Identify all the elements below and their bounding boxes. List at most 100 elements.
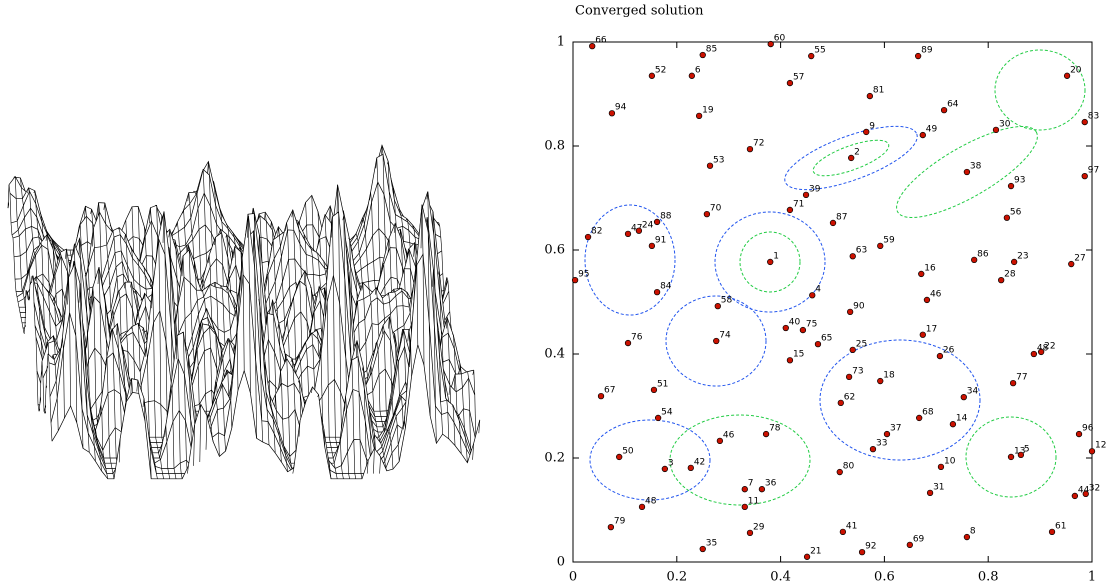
- point: [746, 145, 754, 153]
- x-tick-label: 0: [569, 570, 577, 585]
- point: [808, 52, 815, 60]
- point: [638, 503, 646, 511]
- point-label: 87: [836, 212, 847, 222]
- chart-title: Converged solution: [575, 4, 704, 19]
- point: [837, 399, 844, 407]
- surface-line: [50, 254, 481, 479]
- point: [767, 40, 774, 48]
- point-label: 2: [854, 147, 860, 157]
- point-label: 74: [719, 331, 731, 341]
- point: [716, 437, 724, 444]
- point: [782, 324, 789, 332]
- point: [713, 337, 720, 345]
- point-label: 88: [660, 211, 672, 221]
- point: [635, 227, 643, 234]
- point-label: 51: [657, 379, 668, 389]
- point-label: 63: [856, 246, 867, 256]
- y-tick-label: 0.6: [544, 243, 565, 258]
- point-label: 91: [655, 235, 666, 245]
- point-label: 39: [809, 184, 821, 194]
- point-label: 19: [702, 105, 714, 115]
- point: [1048, 528, 1056, 535]
- point-label: 85: [706, 45, 717, 55]
- point: [845, 373, 853, 381]
- y-tick-label: 0.8: [544, 139, 565, 154]
- surface-strip: [52, 344, 480, 560]
- point: [883, 430, 891, 438]
- point-label: 31: [933, 482, 944, 492]
- point: [714, 303, 721, 310]
- point: [960, 394, 967, 401]
- point-label: 55: [814, 46, 825, 56]
- point-label: 89: [921, 46, 933, 56]
- point: [849, 253, 856, 260]
- point: [584, 233, 592, 241]
- point-label: 80: [843, 462, 855, 472]
- point-label: 13: [1014, 446, 1025, 456]
- point: [1017, 451, 1025, 459]
- point: [653, 288, 661, 296]
- surface-line: [51, 344, 481, 480]
- point-label: 15: [793, 350, 804, 360]
- point-label: 17: [926, 324, 937, 334]
- point-label: 62: [844, 392, 855, 402]
- point-label: 26: [943, 346, 955, 356]
- point-label: 64: [947, 100, 959, 110]
- point: [648, 72, 656, 79]
- point-label: 35: [706, 539, 717, 549]
- point-label: 93: [1014, 176, 1025, 186]
- point: [653, 218, 661, 226]
- point: [1063, 72, 1071, 79]
- point-label: 86: [977, 249, 989, 259]
- point: [661, 465, 669, 473]
- point-label: 3: [668, 458, 674, 468]
- point-label: 53: [713, 155, 724, 165]
- point: [809, 292, 816, 299]
- point: [624, 339, 632, 347]
- x-tick-label: 0.4: [770, 570, 791, 585]
- point: [1003, 214, 1011, 221]
- point: [608, 110, 616, 117]
- point: [699, 545, 706, 553]
- point-label: 61: [1055, 521, 1066, 531]
- point-label: 42: [694, 457, 705, 467]
- point: [802, 191, 810, 199]
- point-label: 54: [661, 407, 673, 417]
- point: [1009, 379, 1017, 387]
- point-label: 90: [853, 301, 865, 311]
- point: [741, 503, 748, 511]
- y-tick-label: 1: [557, 35, 565, 50]
- y-tick-label: 0.4: [544, 347, 565, 362]
- point: [616, 453, 623, 461]
- point: [786, 206, 794, 214]
- point-label: 37: [890, 424, 901, 434]
- point-label: 57: [793, 73, 804, 83]
- point-label: 18: [883, 371, 895, 381]
- plot-frame: [572, 41, 1093, 563]
- point: [916, 414, 923, 422]
- point-label: 24: [642, 220, 654, 230]
- point-label: 96: [1082, 424, 1094, 434]
- point-label: 92: [865, 542, 876, 552]
- point: [926, 489, 934, 496]
- point-label: 58: [721, 296, 733, 306]
- point-label: 68: [922, 407, 934, 417]
- point-label: 67: [604, 386, 615, 396]
- contours: [584, 49, 1086, 506]
- point-label: 28: [1004, 270, 1016, 280]
- point: [746, 529, 754, 537]
- point-label: 5: [1024, 444, 1030, 454]
- point-label: 33: [876, 439, 887, 449]
- point: [1082, 490, 1089, 498]
- point-label: 44: [1078, 485, 1090, 495]
- point: [936, 352, 944, 360]
- point-label: 56: [1010, 207, 1022, 217]
- point: [762, 430, 770, 438]
- point-label: 52: [655, 65, 666, 75]
- point-label: 97: [1088, 166, 1099, 176]
- point: [1088, 448, 1096, 455]
- y-tick-label: 0: [557, 555, 565, 570]
- point: [1030, 350, 1038, 358]
- point-label: 6: [695, 65, 701, 75]
- point: [607, 524, 615, 531]
